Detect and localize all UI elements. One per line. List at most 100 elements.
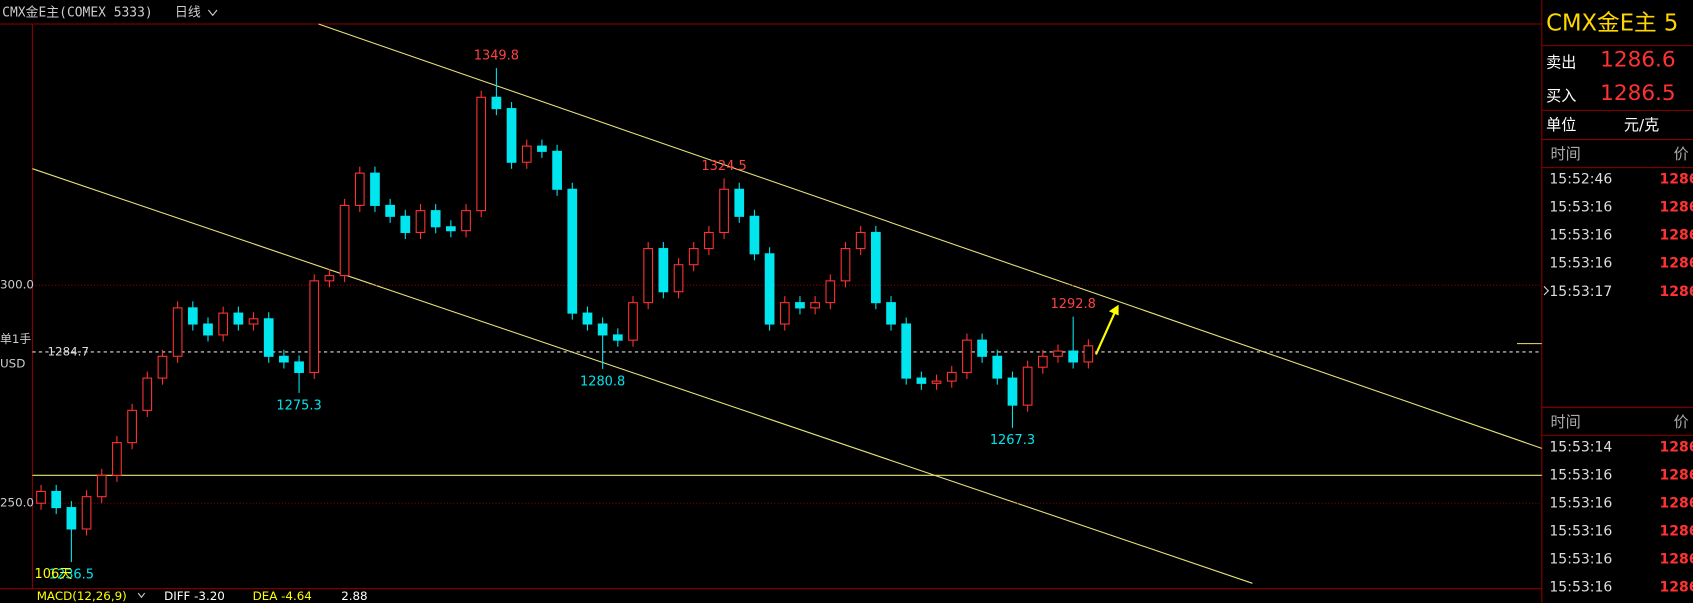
candle-body bbox=[688, 248, 699, 266]
unit-value: 元/克 bbox=[1624, 116, 1659, 134]
trend-line bbox=[32, 168, 1253, 584]
time-header: 时间 bbox=[1550, 145, 1580, 163]
candle-body bbox=[36, 490, 46, 504]
trade-price: 1286 bbox=[1660, 495, 1693, 511]
candle-body bbox=[779, 302, 790, 325]
candle-body bbox=[1037, 355, 1048, 368]
candle-body bbox=[187, 307, 198, 325]
trade-price: 1286 bbox=[1660, 439, 1693, 455]
arrow-head bbox=[1108, 304, 1119, 316]
trade-time: 15:53:16 bbox=[1549, 523, 1612, 539]
candle-body bbox=[294, 361, 304, 373]
candle-body bbox=[142, 377, 153, 411]
price-annotation: 1236.5 bbox=[49, 568, 94, 583]
candle-body bbox=[506, 108, 517, 163]
candle-body bbox=[81, 496, 92, 530]
trade-price: 1286 bbox=[1660, 228, 1693, 244]
candle-body bbox=[430, 210, 441, 228]
sell-price: 1286.6 bbox=[1600, 48, 1676, 73]
macd-label: DIFF -3.20 bbox=[164, 589, 225, 603]
price-header: 价 bbox=[1674, 413, 1689, 431]
candle-body bbox=[643, 248, 654, 304]
candle-body bbox=[855, 231, 866, 250]
candle-body bbox=[476, 96, 487, 212]
candle-body bbox=[886, 302, 896, 325]
candle-body bbox=[51, 490, 62, 509]
candle-body bbox=[172, 307, 183, 357]
trade-time: 15:53:16 bbox=[1549, 552, 1612, 568]
side-label: 单1手 bbox=[0, 332, 31, 346]
candle-body bbox=[324, 275, 335, 282]
dropdown-icon[interactable] bbox=[207, 9, 218, 17]
price-annotation: 1275.3 bbox=[276, 398, 321, 413]
candle-body bbox=[901, 323, 912, 379]
candle-body bbox=[415, 210, 426, 233]
candle-body bbox=[354, 172, 365, 206]
candle-body bbox=[385, 204, 395, 217]
current-price-label: 1284.7 bbox=[48, 344, 90, 358]
trade-price: 1286 bbox=[1660, 200, 1693, 216]
candle-body bbox=[112, 442, 122, 476]
candle-body bbox=[1068, 350, 1079, 363]
candle-body bbox=[521, 145, 532, 163]
candle-body bbox=[628, 302, 638, 341]
trade-time: 15:53:16 bbox=[1549, 228, 1612, 244]
candle-body bbox=[370, 172, 380, 206]
panel-title: CMX金E主 5 bbox=[1546, 11, 1678, 37]
candle-body bbox=[127, 409, 137, 444]
candle-body bbox=[946, 371, 957, 382]
candle-body bbox=[248, 318, 259, 325]
candle-body bbox=[749, 215, 760, 255]
candle-body bbox=[658, 248, 669, 293]
candle-body bbox=[279, 355, 289, 363]
price-header: 价 bbox=[1674, 145, 1689, 163]
candle-body bbox=[977, 339, 987, 357]
side-label: USD bbox=[0, 357, 25, 371]
days-label: 106天 bbox=[35, 567, 73, 582]
macd-label: 2.88 bbox=[341, 589, 367, 603]
candle-body bbox=[719, 188, 729, 233]
trade-time: 15:53:17 bbox=[1549, 284, 1612, 300]
candle-body bbox=[1083, 345, 1094, 363]
candle-body bbox=[1053, 350, 1063, 357]
candle-body bbox=[734, 188, 745, 217]
trade-time: 15:53:16 bbox=[1549, 467, 1612, 483]
candle-body bbox=[66, 507, 77, 530]
candle-body bbox=[825, 280, 836, 304]
candle-body bbox=[233, 312, 244, 325]
candle-body bbox=[218, 312, 229, 336]
candle-body bbox=[673, 264, 684, 293]
trade-price: 1286 bbox=[1660, 171, 1693, 187]
trade-time: 15:53:16 bbox=[1549, 580, 1612, 596]
trade-price: 1286 bbox=[1660, 552, 1693, 568]
candle-body bbox=[1022, 366, 1033, 406]
trade-price: 1286 bbox=[1660, 580, 1693, 596]
chart-title: CMX金E主(COMEX 5333) bbox=[2, 5, 152, 21]
candle-body bbox=[400, 215, 411, 233]
buy-price: 1286.5 bbox=[1600, 81, 1676, 106]
buy-label: 买入 bbox=[1546, 87, 1576, 105]
candle-body bbox=[962, 339, 972, 373]
price-annotation: 1349.8 bbox=[474, 49, 519, 64]
price-annotation: 1267.3 bbox=[990, 433, 1035, 448]
candle-body bbox=[870, 231, 881, 304]
candle-body bbox=[612, 334, 623, 341]
arrow bbox=[1094, 310, 1117, 355]
time-header: 时间 bbox=[1550, 413, 1580, 431]
candle-body bbox=[1007, 377, 1018, 406]
trade-price: 1286 bbox=[1660, 467, 1693, 483]
candle-body bbox=[309, 280, 320, 373]
unit-label: 单位 bbox=[1546, 116, 1576, 134]
macd-label: DEA -4.64 bbox=[253, 589, 312, 603]
candle-body bbox=[597, 323, 608, 336]
candle-body bbox=[795, 302, 805, 309]
period-selector[interactable]: 日线 bbox=[175, 6, 201, 21]
candle-body bbox=[461, 210, 471, 232]
candle-body bbox=[567, 188, 578, 314]
candle-body bbox=[263, 318, 274, 357]
candle-body bbox=[96, 474, 107, 498]
candle-body bbox=[931, 380, 942, 384]
candle-body bbox=[840, 248, 851, 282]
latest-marker bbox=[1543, 286, 1550, 296]
